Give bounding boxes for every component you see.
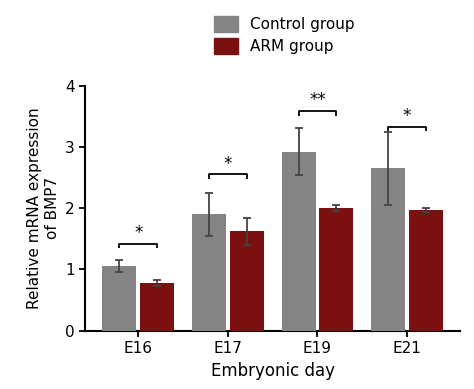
Text: *: * bbox=[134, 224, 142, 242]
Bar bbox=[282, 152, 316, 331]
Text: *: * bbox=[403, 107, 411, 125]
Bar bbox=[140, 283, 174, 331]
X-axis label: Embryonic day: Embryonic day bbox=[210, 362, 335, 380]
Bar bbox=[192, 214, 226, 331]
Bar bbox=[371, 168, 405, 331]
Text: *: * bbox=[224, 154, 232, 173]
Bar bbox=[102, 266, 137, 331]
Bar bbox=[319, 208, 353, 331]
Y-axis label: Relative mRNA expression
of BMP7: Relative mRNA expression of BMP7 bbox=[27, 107, 60, 309]
Bar bbox=[409, 210, 443, 331]
Text: **: ** bbox=[309, 91, 326, 109]
Bar bbox=[229, 231, 264, 331]
Legend: Control group, ARM group: Control group, ARM group bbox=[209, 12, 360, 59]
